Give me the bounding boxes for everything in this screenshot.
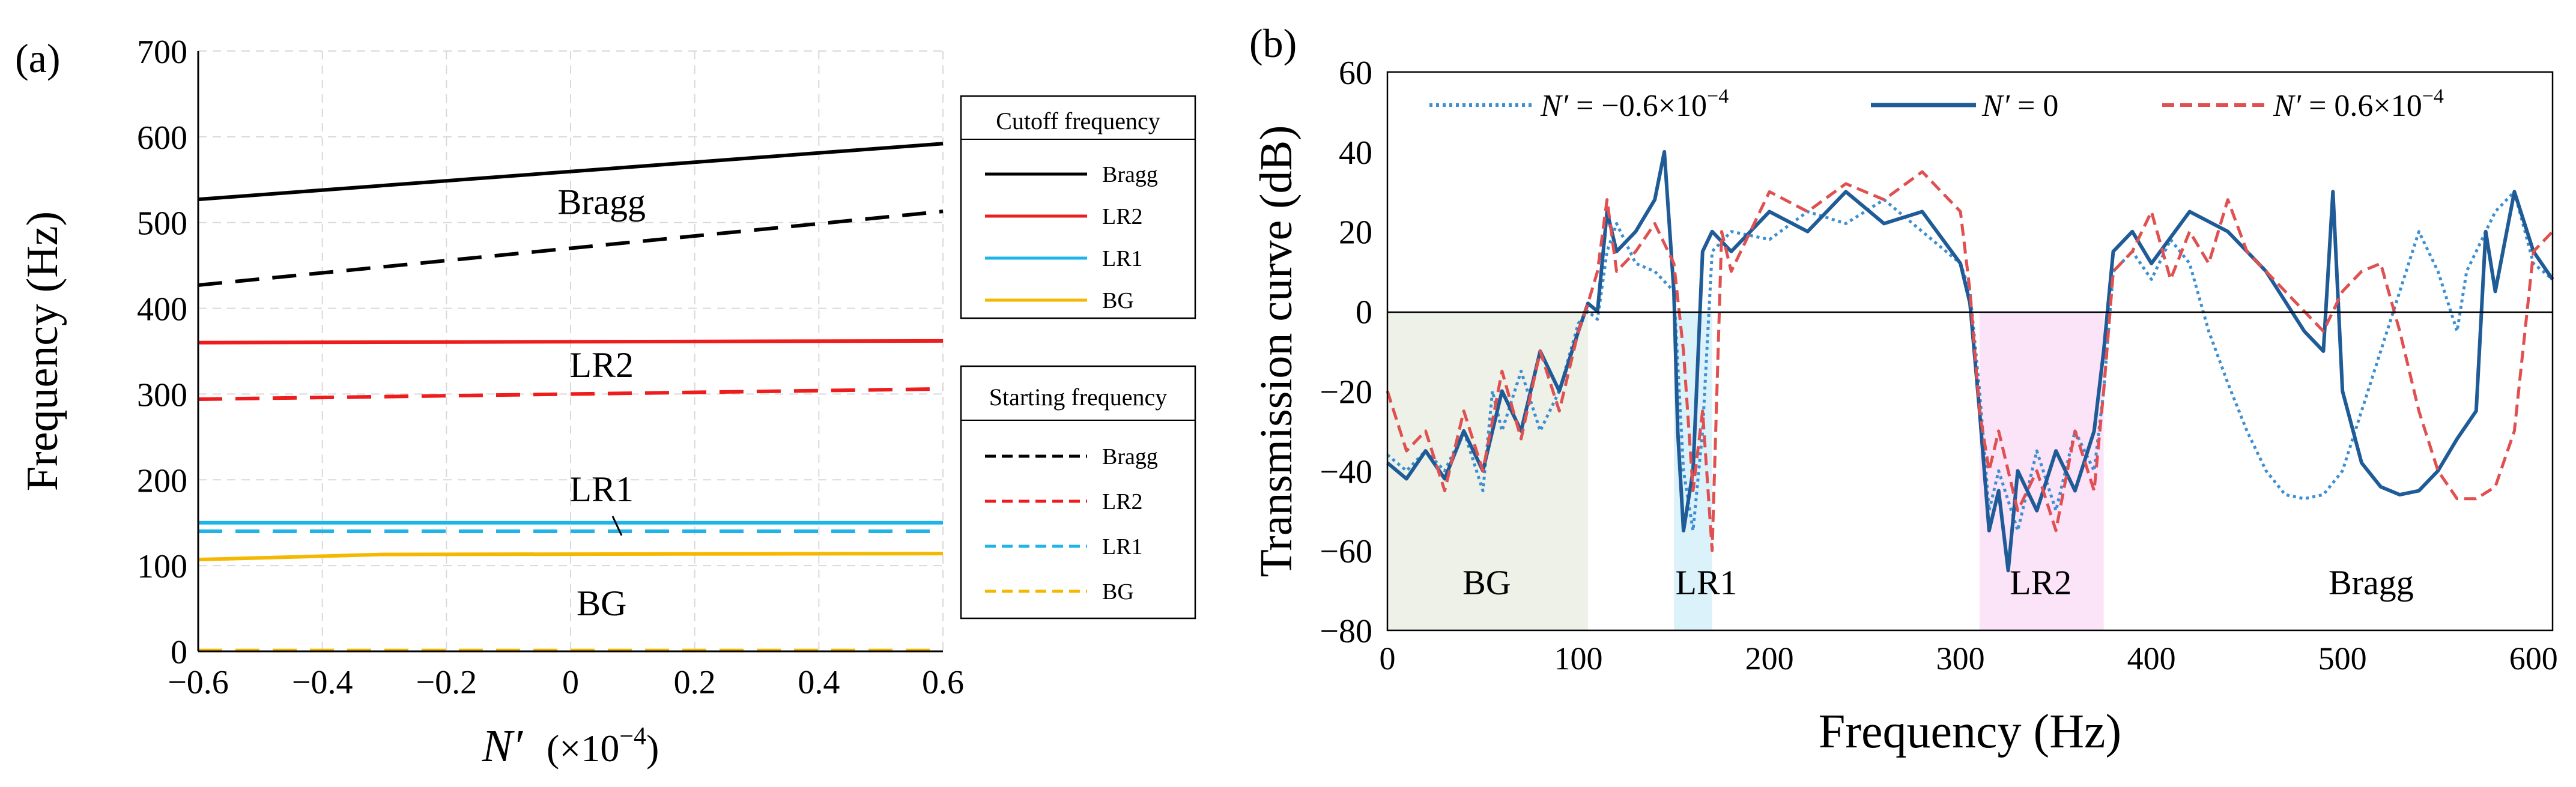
legend-cutoff-box: [960, 95, 1196, 319]
legend-starting-title: Starting frequency: [989, 384, 1168, 411]
panel-b-y-tick: −60: [1320, 533, 1372, 570]
legend-starting-items: Bragg LR2 LR1 BG: [985, 444, 1158, 605]
panel-a-y-tick: 0: [171, 634, 187, 671]
panel-b-y-tick: −40: [1320, 453, 1372, 490]
panel-a-y-tick: 600: [137, 119, 187, 157]
panel-b-y-tick: 40: [1339, 134, 1372, 172]
panel-a-x-tick: 0.2: [674, 664, 716, 701]
band-label-lr1: LR1: [1676, 563, 1738, 602]
panel-a-y-tick: 300: [137, 376, 187, 414]
annotation-bg: BG: [577, 583, 626, 623]
band-label-bragg: Bragg: [2329, 563, 2414, 602]
series-bragg-starting: [198, 210, 944, 287]
panel-b-band-labels: BG LR1 LR2 Bragg: [1462, 563, 2414, 602]
panel-b-legend: N′ = −0.6×10−4 N′ = 0 N′ = 0.6×10−4: [1429, 85, 2444, 123]
panel-a-x-tick: 0.6: [922, 664, 964, 701]
series-lr2-cutoff: [198, 339, 944, 345]
legend-cutoff: Cutoff frequency Bragg LR2 LR1 BG: [960, 95, 1196, 319]
panel-a-grid: [198, 50, 944, 651]
panel-a-y-axis-label: Frequency (Hz): [18, 211, 67, 491]
legend-label-lr1: LR1: [1102, 246, 1143, 271]
legend-label-bragg: Bragg: [1102, 162, 1158, 187]
series-bg-cutoff: [198, 552, 944, 562]
transmission-series-0: [1386, 190, 2554, 532]
panel-b-y-tick: −80: [1320, 613, 1372, 650]
legend-starting-box: [960, 365, 1196, 620]
panel-a-annotations: Bragg LR2 LR1 BG: [557, 182, 646, 623]
annotation-lr2: LR2: [569, 345, 634, 385]
panel-b-series: [1386, 149, 2554, 573]
series-bragg-cutoff: [198, 142, 944, 202]
panel-b-x-tick: 0: [1380, 641, 1396, 677]
transmission-series-2: [1386, 170, 2554, 552]
panel-a-y-tick: 200: [137, 462, 187, 499]
panel-a-x-axis-exponent: −4: [619, 723, 646, 750]
panel-b-y-tick: 0: [1356, 294, 1372, 331]
panel-a-x-tick: −0.2: [416, 664, 477, 701]
panel-b-x-tick: 600: [2509, 641, 2558, 677]
legend-starting: Starting frequency Bragg LR2 LR1 BG: [960, 365, 1196, 620]
legend-label-0: N′ = −0.6×10−4: [1540, 85, 1729, 123]
legend-label-1: N′ = 0: [1981, 89, 2058, 123]
panel-a-y-tick-labels: 0 100 200 300 400 500 600 700: [137, 34, 187, 671]
panel-a-x-axis-unit: (×10: [547, 727, 619, 770]
series-lr2-starting: [198, 387, 944, 401]
legend-label-lr2: LR2: [1102, 204, 1143, 229]
panel-b-y-tick: −20: [1320, 373, 1372, 411]
panel-b-y-axis-label: Transmission curve (dB): [1251, 125, 1302, 577]
panel-a-x-axis-close: ): [646, 727, 659, 770]
panel-b-x-tick: 300: [1936, 641, 1985, 677]
lr1-pointer-line: [611, 516, 623, 536]
panel-b-x-tick: 400: [2127, 641, 2176, 677]
panel-a-y-tick: 700: [137, 34, 187, 71]
legend-label-2: N′ = 0.6×10−4: [2273, 85, 2444, 123]
panel-b-x-tick-labels: 0 100 200 300 400 500 600: [1380, 641, 2558, 677]
panel-a-label: (a): [15, 35, 60, 81]
legend-label-bragg: Bragg: [1102, 444, 1158, 469]
panel-a-x-tick-labels: −0.6 −0.4 −0.2 0 0.2 0.4 0.6: [168, 664, 964, 701]
band-bg: [1387, 311, 1588, 630]
panel-a-plot-area: [198, 51, 943, 651]
panel-a-x-tick: 0: [562, 664, 579, 701]
panel-b-y-tick: 20: [1339, 214, 1372, 252]
band-label-bg: BG: [1462, 563, 1511, 602]
panel-a-y-tick: 500: [137, 205, 187, 243]
panel-b: (b) −80 −60 −40 −20 0 20 40 60 0 100 200 300 400 500…: [1249, 20, 2558, 758]
legend-label-lr1: LR1: [1102, 534, 1143, 559]
panel-a-y-tick: 100: [137, 548, 187, 585]
legend-cutoff-title: Cutoff frequency: [996, 107, 1160, 134]
panel-a-x-tick: −0.6: [168, 664, 229, 701]
panel-b-y-tick: 60: [1339, 55, 1372, 92]
panel-a-x-axis-symbol: N′: [482, 721, 524, 771]
panel-b-label: (b): [1249, 20, 1297, 66]
annotation-lr1: LR1: [569, 469, 634, 509]
panel-b-y-tick-labels: −80 −60 −40 −20 0 20 40 60: [1320, 55, 1372, 650]
panel-b-frame: [1386, 71, 2554, 632]
annotation-bragg: Bragg: [557, 182, 646, 222]
panel-a-x-axis-label: N′ (×10−4): [482, 721, 659, 771]
panel-b-x-axis-label: Frequency (Hz): [1819, 705, 2121, 758]
legend-label-bg: BG: [1102, 288, 1134, 313]
legend-label-lr2: LR2: [1102, 489, 1143, 514]
panel-a-y-tick: 400: [137, 291, 187, 328]
legend-label-bg: BG: [1102, 579, 1134, 605]
panel-b-x-tick: 500: [2318, 641, 2367, 677]
legend-cutoff-items: Bragg LR2 LR1 BG: [985, 162, 1158, 313]
panel-a-x-tick: 0.4: [798, 664, 840, 701]
band-label-lr2: LR2: [2010, 563, 2071, 602]
panel-a: (a) 0 100 200 300 400 500 600 700 −0.6 −0.4 −0.2 0…: [15, 34, 1196, 771]
panel-a-x-tick: −0.4: [292, 664, 353, 701]
panel-b-x-tick: 200: [1745, 641, 1794, 677]
panel-b-x-tick: 100: [1554, 641, 1603, 677]
